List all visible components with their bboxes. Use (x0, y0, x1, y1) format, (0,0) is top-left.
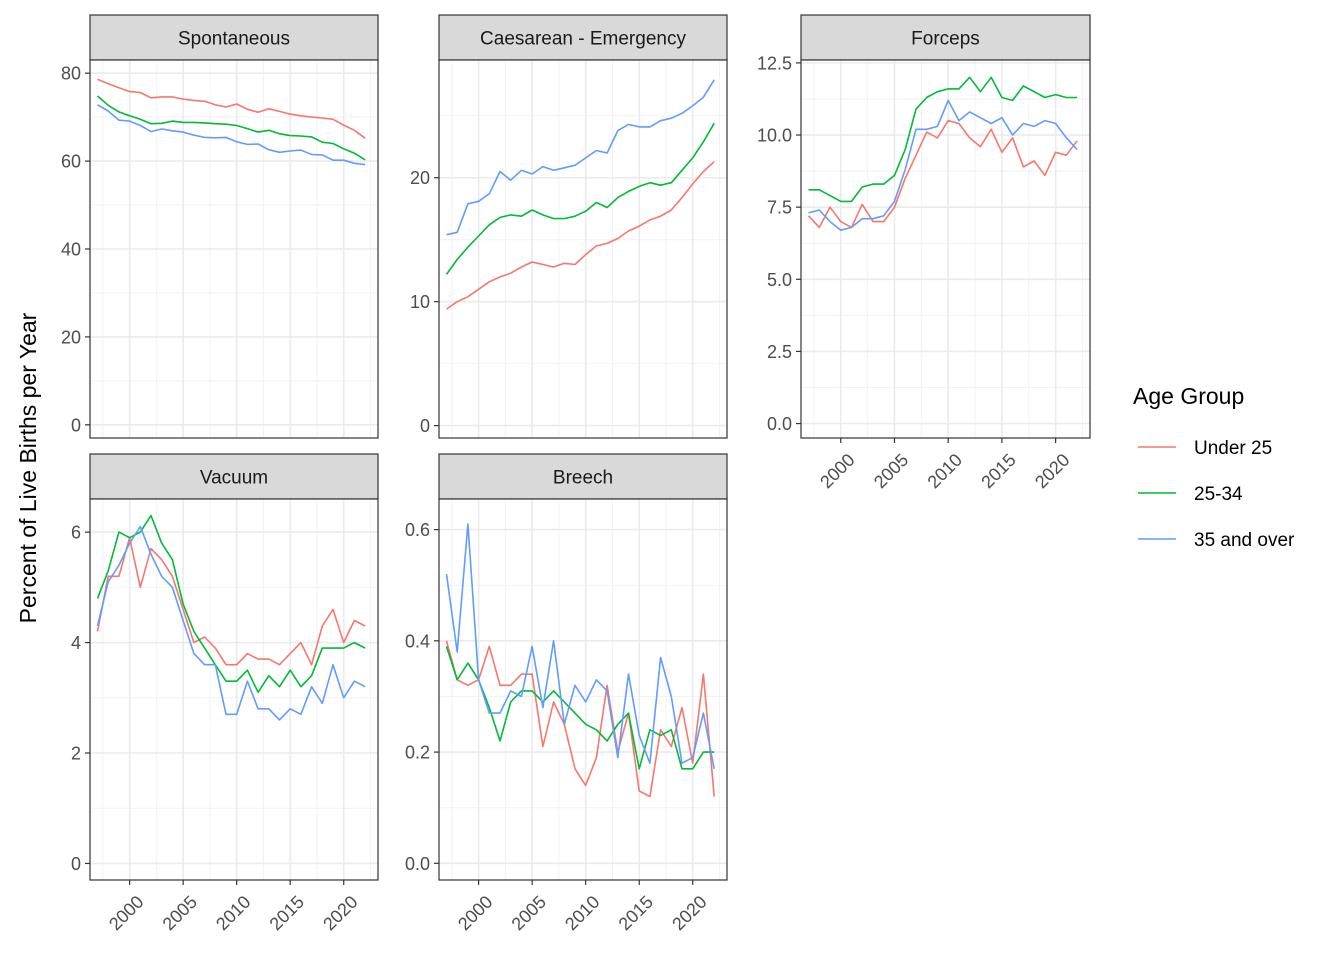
legend-item: 35 and over (1138, 530, 1295, 551)
panel-caesarean-emergency: Caesarean - Emergency 0 10 20 (410, 14, 728, 439)
series-line-35-and-over (96, 525, 366, 721)
panel-spontaneous: Spontaneous 0 20 40 60 80 (61, 14, 379, 439)
legend-item: Under 25 (1138, 438, 1272, 459)
panel-vacuum: Vacuum 0 2 4 6 2000 2005 2010 2015 2020 (71, 453, 379, 934)
x-tick-label: 2010 (924, 450, 966, 492)
gridlines (90, 499, 378, 880)
facet-strip (89, 14, 379, 61)
y-tick-label: 0.6 (405, 520, 430, 540)
y-tick-label: 4 (71, 633, 81, 653)
y-tick-label: 20 (410, 168, 430, 188)
series-line-under-25 (97, 78, 366, 139)
panel-border (89, 498, 379, 881)
series-line-25-34 (808, 76, 1078, 203)
facet-title: Spontaneous (178, 29, 290, 50)
x-tick-label: 2000 (105, 892, 147, 934)
gridlines (801, 60, 1090, 438)
x-tick-label: 2005 (870, 450, 912, 492)
series-line-35-and-over (445, 523, 715, 769)
y-tick-label: 6 (71, 523, 81, 543)
panel-border (800, 59, 1091, 439)
series-line-35-and-over (97, 104, 366, 166)
y-axis-label: Percent of Live Births per Year (15, 312, 41, 623)
facet-strip (800, 14, 1091, 61)
legend-title: Age Group (1133, 383, 1244, 409)
y-tick-label: 10 (410, 292, 430, 312)
facet-title: Breech (553, 468, 613, 489)
gridlines (439, 60, 727, 438)
legend-label: 35 and over (1194, 530, 1295, 551)
x-tick-label: 2020 (668, 892, 710, 934)
y-tick-label: 0 (420, 416, 430, 436)
legend-label: 25-34 (1194, 484, 1243, 505)
panel-background (90, 499, 378, 880)
series-line-35-and-over (446, 79, 715, 236)
facet-strip (89, 453, 379, 500)
series-line-35-and-over (808, 99, 1078, 231)
facet-title: Forceps (911, 29, 980, 50)
x-tick-label: 2000 (454, 892, 496, 934)
series-line-25-34 (445, 122, 715, 275)
legend-label: Under 25 (1194, 438, 1272, 459)
y-tick-label: 0.0 (767, 414, 792, 434)
series-line-25-34 (96, 95, 366, 161)
y-tick-label: 20 (61, 327, 81, 347)
y-tick-label: 60 (61, 152, 81, 172)
legend-item: 25-34 (1138, 484, 1243, 505)
panel-breech: Breech 0.0 0.2 0.4 0.6 2000 2005 2010 2015 2020 (405, 453, 728, 934)
facet-title: Caesarean - Emergency (480, 29, 686, 50)
x-tick-label: 2015 (266, 892, 308, 934)
x-tick-label: 2010 (212, 892, 254, 934)
y-tick-label: 0 (71, 854, 81, 874)
y-tick-label: 12.5 (757, 53, 792, 73)
facet-strip (438, 453, 728, 500)
x-tick-label: 2005 (159, 892, 201, 934)
gridlines (439, 499, 727, 880)
y-tick-label: 0.2 (405, 743, 430, 763)
y-tick-label: 0.0 (405, 854, 430, 874)
legend-entries: Under 25 25-34 35 and over (1138, 438, 1295, 551)
y-tick-label: 5.0 (767, 270, 792, 290)
panel-border (438, 59, 728, 439)
y-tick-label: 2.5 (767, 342, 792, 362)
panel-background (439, 499, 727, 880)
series-line-under-25 (807, 119, 1078, 229)
y-tick-label: 2 (71, 744, 81, 764)
series-line-under-25 (445, 640, 715, 798)
x-tick-label: 2000 (816, 450, 858, 492)
facet-title: Vacuum (200, 468, 268, 489)
series-line-under-25 (446, 161, 715, 310)
gridlines (90, 60, 378, 438)
panel-border (438, 498, 728, 881)
x-tick-label: 2005 (508, 892, 550, 934)
panel-background (439, 60, 727, 438)
x-tick-label: 2020 (319, 892, 361, 934)
y-tick-label: 0.4 (405, 631, 430, 651)
y-tick-label: 40 (61, 240, 81, 260)
y-tick-label: 0 (71, 415, 81, 435)
panel-forceps: Forceps 0.0 2.5 5.0 7.5 10.0 12.5 2000 2005 2010 2… (757, 14, 1091, 492)
y-tick-label: 10.0 (757, 126, 792, 146)
legend: Age Group Under 25 25-34 35 and over (1133, 383, 1295, 551)
y-tick-label: 7.5 (767, 198, 792, 218)
x-tick-label: 2020 (1031, 450, 1073, 492)
x-tick-label: 2010 (561, 892, 603, 934)
x-tick-label: 2015 (977, 450, 1019, 492)
panel-background (801, 60, 1090, 438)
y-tick-label: 80 (61, 64, 81, 84)
series-line-under-25 (96, 536, 366, 666)
x-tick-label: 2015 (615, 892, 657, 934)
